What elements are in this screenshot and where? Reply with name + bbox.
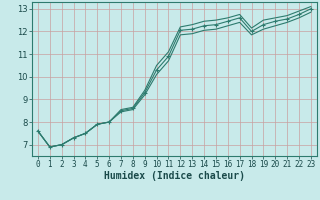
X-axis label: Humidex (Indice chaleur): Humidex (Indice chaleur) bbox=[104, 171, 245, 181]
